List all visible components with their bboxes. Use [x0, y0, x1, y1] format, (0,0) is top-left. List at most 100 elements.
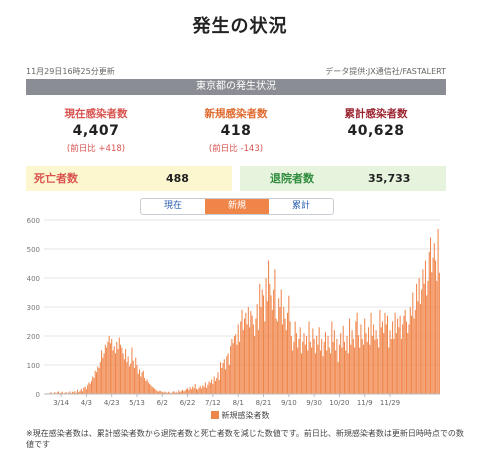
- bar: [193, 388, 195, 394]
- bar: [121, 347, 123, 394]
- bar: [142, 370, 144, 394]
- bar: [346, 336, 348, 394]
- bar: [80, 388, 82, 394]
- bar: [409, 307, 411, 394]
- bar: [147, 382, 149, 394]
- updated-time: 11月29日16時25分更新: [26, 67, 115, 76]
- bar: [421, 289, 423, 394]
- stats-panel: 現在感染者数 4,407 (前日比 +418) 新規感染者数 418 (前日比 …: [26, 100, 446, 156]
- bar: [268, 260, 270, 394]
- bar: [237, 324, 239, 394]
- bar: [413, 318, 415, 394]
- bar: [68, 392, 70, 394]
- bar: [378, 347, 380, 394]
- bar: [281, 324, 284, 394]
- bar: [112, 350, 114, 394]
- bar: [290, 336, 292, 394]
- bar: [338, 344, 340, 394]
- x-tick-label: 11/9: [357, 399, 373, 406]
- stat-new: 新規感染者数 418 (前日比 -143): [166, 100, 306, 154]
- stat-current-value: 4,407: [72, 123, 120, 139]
- bar: [93, 378, 95, 394]
- bar: [218, 380, 220, 394]
- bar: [199, 385, 201, 394]
- bar: [78, 391, 80, 394]
- tab-new[interactable]: 新規: [205, 199, 269, 214]
- chart-tabs: 現在 新規 累計: [140, 198, 334, 215]
- bar: [192, 386, 194, 394]
- bar: [85, 389, 87, 394]
- bar: [54, 391, 56, 394]
- bar: [435, 260, 437, 394]
- bar: [176, 392, 178, 394]
- bar: [242, 330, 244, 394]
- bar: [113, 346, 115, 394]
- bar: [330, 353, 332, 394]
- bar: [216, 378, 218, 394]
- tab-current[interactable]: 現在: [163, 201, 182, 211]
- bar: [175, 391, 177, 394]
- bar: [207, 384, 209, 394]
- bar: [394, 312, 396, 394]
- bar: [169, 392, 171, 394]
- bar: [116, 341, 118, 394]
- bar: [423, 283, 425, 394]
- bar: [269, 283, 271, 394]
- bar: [431, 272, 433, 394]
- bar: [407, 333, 409, 394]
- bar: [352, 338, 354, 394]
- bar: [274, 269, 276, 394]
- y-tick-label: 600: [27, 217, 40, 225]
- bar: [376, 338, 378, 394]
- bar: [433, 243, 435, 394]
- bar: [424, 260, 426, 394]
- bar: [395, 333, 397, 394]
- bar: [204, 382, 206, 394]
- bar: [276, 321, 278, 394]
- bar: [414, 309, 416, 394]
- bar: [419, 304, 421, 394]
- bar: [173, 391, 175, 394]
- bar: [118, 337, 120, 394]
- bar: [206, 387, 208, 394]
- bar: [203, 386, 205, 394]
- bar: [260, 307, 262, 394]
- tab-cumulative[interactable]: 累計: [291, 201, 310, 211]
- bar: [146, 379, 148, 394]
- bar: [194, 383, 196, 394]
- bar: [128, 366, 130, 394]
- bar: [184, 390, 186, 394]
- bar: [366, 341, 368, 394]
- bar: [168, 391, 170, 394]
- x-tick-label: 4/3: [81, 399, 92, 406]
- bar: [71, 391, 73, 394]
- bar: [255, 318, 257, 394]
- bar: [322, 356, 324, 394]
- bar: [308, 321, 310, 394]
- bar: [350, 344, 352, 394]
- bar: [341, 347, 343, 394]
- bar: [89, 383, 91, 394]
- bar: [166, 392, 168, 394]
- bar: [412, 292, 414, 394]
- bar: [165, 392, 167, 394]
- bar: [154, 388, 156, 394]
- bar: [385, 324, 387, 394]
- x-tick-label: 8/21: [256, 399, 272, 406]
- bar: [213, 376, 215, 394]
- bar: [106, 347, 108, 394]
- bar: [182, 389, 184, 394]
- bar: [103, 353, 105, 394]
- bar: [159, 390, 161, 394]
- bar: [365, 333, 367, 394]
- bar: [150, 385, 152, 394]
- bar: [404, 309, 406, 394]
- bar: [136, 365, 138, 394]
- bar: [343, 341, 345, 394]
- bar: [427, 280, 429, 394]
- page-title: 発生の状況: [192, 16, 288, 37]
- deaths-box: 死亡者数 488: [26, 166, 232, 191]
- bar: [265, 278, 267, 394]
- bar: [400, 338, 402, 394]
- x-tick-label: 11/29: [380, 399, 400, 406]
